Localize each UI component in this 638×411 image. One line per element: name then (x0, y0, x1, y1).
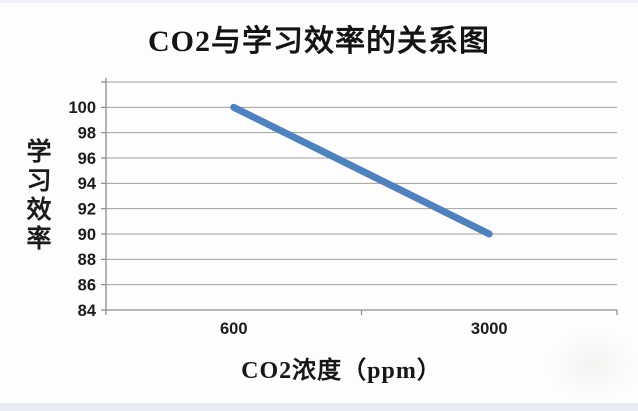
x-tick-label: 600 (220, 320, 248, 338)
y-tick-label: 92 (78, 200, 96, 218)
y-tick-label: 88 (78, 251, 96, 269)
y-tick-label: 90 (78, 226, 96, 244)
chart-title: CO2与学习效率的关系图 (148, 25, 490, 58)
y-tick-label: 100 (68, 99, 96, 117)
y-tick-label: 96 (78, 150, 96, 168)
x-axis-title: CO2浓度（ppm） (241, 358, 442, 384)
y-tick-label: 86 (78, 276, 96, 294)
x-tick-label: 3000 (471, 320, 508, 338)
y-tick-label: 84 (78, 302, 97, 320)
top-edge-strip (0, 0, 638, 3)
y-tick-label: 98 (78, 124, 96, 142)
watermark-artifact (548, 330, 638, 400)
y-axis-title: 学习效率 (23, 138, 50, 254)
bottom-edge-strip (0, 403, 638, 411)
data-line (230, 103, 493, 238)
y-tick-label: 94 (78, 175, 97, 193)
